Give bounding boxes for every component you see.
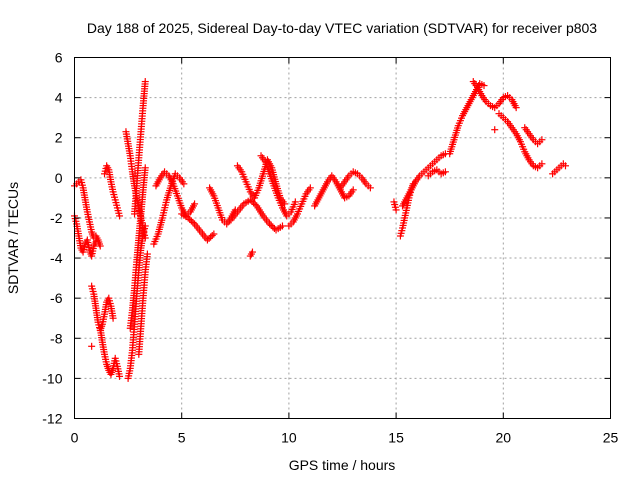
data-point-interp [208,231,216,239]
series-track-ad [491,126,499,134]
data-point [538,136,546,144]
series-track-af [549,160,569,178]
y-tick-label: 2 [55,130,63,146]
data-point [191,200,199,208]
x-tick-label: 10 [281,430,297,446]
series-track-i [126,164,149,332]
chart-title: Day 188 of 2025, Sidereal Day-to-day VTE… [87,20,597,36]
data-point-interp [186,215,194,223]
data-point-interp [250,199,258,207]
series-track-s [246,248,256,260]
x-tick-label: 0 [71,430,79,446]
data-point-interp [248,197,256,205]
y-tick-label: 0 [55,170,63,186]
series-track-p [227,196,286,234]
data-point [491,126,499,134]
x-tick-labels: 0 5 10 15 20 25 [71,430,619,446]
series-track-c [88,282,117,334]
x-tick-label: 15 [388,430,404,446]
series-track-a [71,212,100,260]
data-points [71,78,569,382]
x-tick-label: 25 [603,430,619,446]
data-point [281,200,289,208]
y-tick-label: -10 [42,370,62,386]
x-tick-label: 20 [496,430,512,446]
data-point-interp [251,200,259,208]
data-point-interp [187,217,195,225]
data-point [366,184,374,192]
data-point-interp [205,235,213,243]
data-point [441,168,449,176]
x-axis-label: GPS time / hours [289,457,396,473]
data-point [266,220,274,228]
series-track-k [135,250,151,358]
data-point [143,250,151,258]
data-point [109,314,117,322]
series-track-t [285,184,314,230]
data-point-interp [207,233,215,241]
series-track-h [124,222,149,382]
data-point [291,198,299,206]
data-point [561,162,569,170]
data-point-interp [189,218,197,226]
y-tick-labels: -12 -10 -8 -6 -4 -2 0 2 4 6 [42,50,62,427]
series-track-n [178,210,218,244]
series-track-o [206,184,239,228]
data-point [116,372,124,380]
series-track-v [336,168,374,192]
y-tick-label: -8 [50,330,63,346]
data-point [246,196,254,204]
data-point [96,242,104,250]
series-track-r [257,152,299,220]
series-track-d [96,324,124,380]
data-point [278,222,286,230]
plot-frame [74,57,611,419]
data-point [141,78,149,86]
data-point [88,342,96,350]
series-track-b [71,176,104,250]
y-tick-label: 4 [55,90,63,106]
data-point [180,180,188,188]
data-point [512,104,520,112]
y-axis-label: SDTVAR / TECUs [5,182,21,294]
series-track-w [390,198,400,214]
series-track-f [101,162,124,220]
y-tick-label: 6 [55,50,63,66]
series-track-e [88,342,96,350]
data-point [116,212,124,220]
series-track-ac [495,110,546,172]
data-point [349,186,357,194]
data-point-interp [267,221,275,229]
data-point [392,206,400,214]
series-track-z [424,166,449,180]
data-point [141,164,149,172]
grid [74,57,611,419]
series-track-ab [469,78,520,112]
series-track-l [150,170,188,248]
data-point [184,214,192,222]
data-point [203,236,211,244]
data-point [538,160,546,168]
data-point [248,248,256,256]
series-track-y [399,150,449,210]
series-track-j [131,78,149,218]
y-tick-label: -12 [42,411,62,427]
data-point [210,230,218,238]
y-tick-label: -2 [50,210,63,226]
x-tick-label: 5 [178,430,186,446]
data-point-interp [269,223,277,231]
data-point [306,184,314,192]
series-track-aa [446,80,488,158]
series-track-ae [521,124,546,148]
axis-ticks [74,57,611,419]
data-point [480,82,488,90]
y-tick-label: -4 [50,250,63,266]
y-tick-label: -6 [50,290,63,306]
